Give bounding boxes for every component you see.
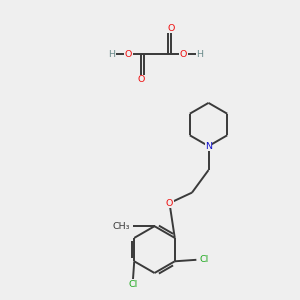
Text: O: O xyxy=(180,50,187,58)
Text: O: O xyxy=(125,50,132,58)
Text: N: N xyxy=(205,142,212,151)
Text: H: H xyxy=(196,50,203,58)
Text: O: O xyxy=(167,24,175,33)
Text: H: H xyxy=(109,50,116,58)
Text: Cl: Cl xyxy=(128,280,137,289)
Text: O: O xyxy=(137,75,145,84)
Text: CH₃: CH₃ xyxy=(112,222,130,231)
Text: O: O xyxy=(166,199,173,208)
Text: Cl: Cl xyxy=(200,255,209,264)
